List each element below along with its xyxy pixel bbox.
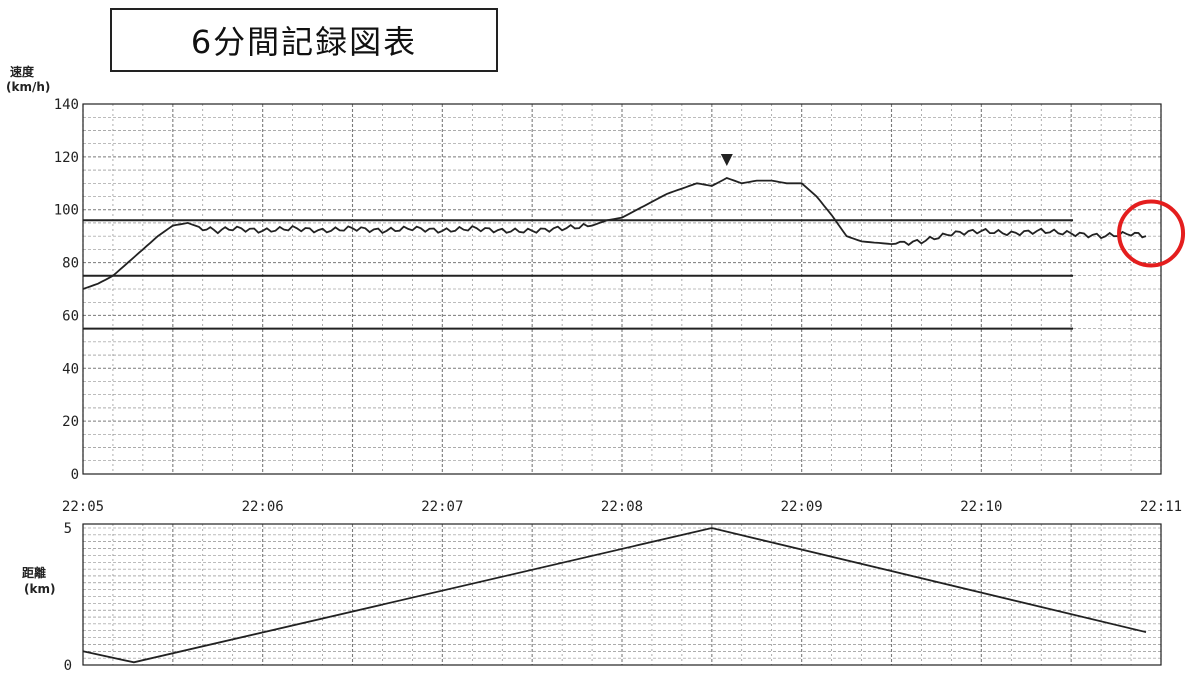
chart-title: 6分間記録図表 (190, 23, 418, 61)
axis-labels: 速度 (km/h) 距離 (km) (6, 64, 55, 596)
speed-axis-unit: (km/h) (6, 80, 50, 94)
speed-y-tick-label: 100 (54, 203, 79, 219)
distance-y-tick-label: 0 (64, 658, 72, 674)
speed-y-tick-label: 0 (71, 467, 79, 483)
speed-y-tick-label: 140 (54, 97, 79, 113)
reference-lines (83, 219, 1073, 330)
distance-plot-frame (82, 523, 1162, 666)
time-x-tick-label: 22:09 (781, 499, 823, 515)
speed-y-tick-label: 20 (62, 414, 79, 430)
speed-y-tick-label: 40 (62, 361, 79, 377)
time-x-tick-label: 22:07 (421, 499, 463, 515)
grid-layer (82, 103, 1162, 666)
time-x-tick-label: 22:08 (601, 499, 643, 515)
distance-y-tick-label: 5 (64, 521, 72, 537)
time-x-tick-label: 22:06 (242, 499, 284, 515)
distance-axis-label: 距離 (22, 565, 46, 580)
speed-axis-label: 速度 (10, 64, 35, 79)
annotations (720, 154, 1186, 268)
speed-series-line (82, 177, 1147, 290)
peak-triangle-marker (720, 154, 733, 166)
highlight-circle (1117, 199, 1186, 268)
time-x-tick-label: 22:05 (62, 499, 104, 515)
tick-labels: 0 20 40 60 80 100 120 140 0 5 22:05 22:06 22:07 22:08… (54, 97, 1182, 674)
speed-y-tick-label: 60 (62, 308, 79, 324)
time-x-tick-label: 22:10 (960, 499, 1002, 515)
distance-axis-unit: (km) (24, 582, 55, 596)
chart-title-box: 6分間記録図表 (110, 8, 498, 72)
speed-y-tick-label: 120 (54, 150, 79, 166)
time-x-tick-label: 22:11 (1140, 499, 1182, 515)
distance-series-line (82, 527, 1147, 664)
speed-y-tick-label: 80 (62, 256, 79, 272)
series-layer (82, 177, 1147, 664)
